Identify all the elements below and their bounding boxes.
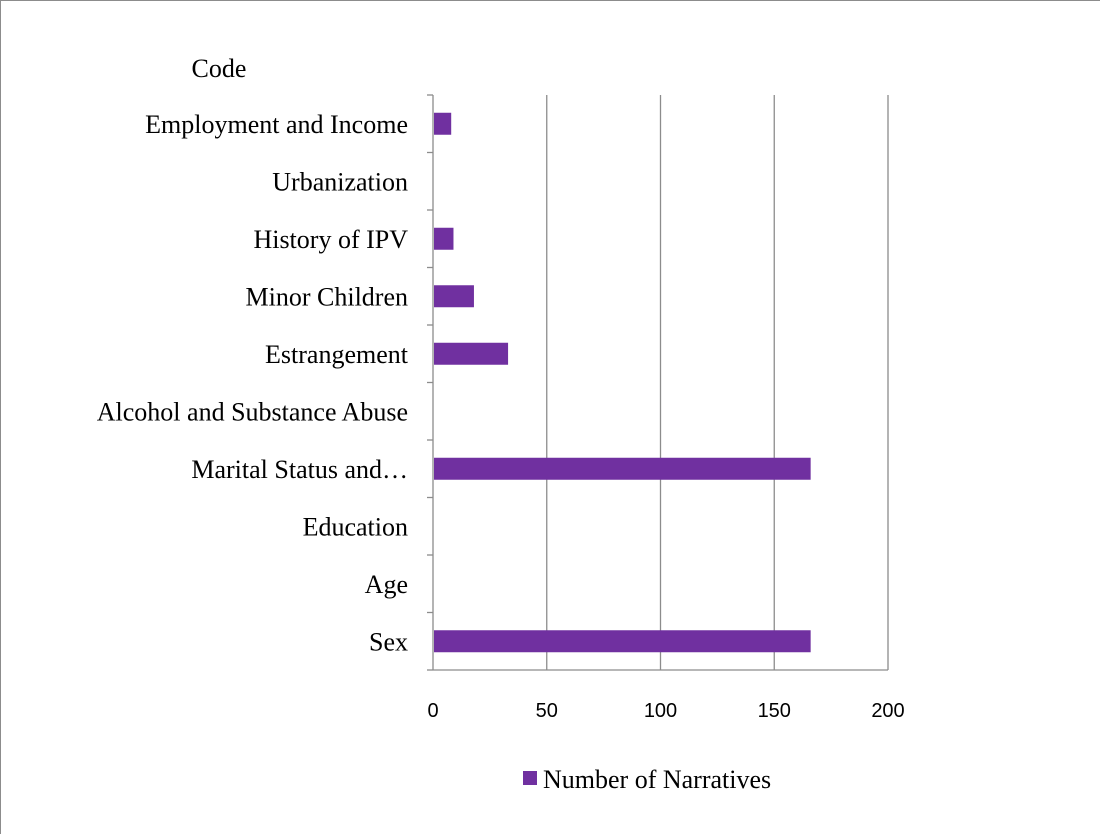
category-label-2: Age — [365, 570, 408, 599]
category-label-8: History of IPV — [253, 225, 408, 254]
legend-label: Number of Narratives — [543, 765, 771, 794]
bar-6 — [434, 342, 509, 365]
x-tick-label-50: 50 — [536, 700, 558, 722]
x-tick-labels: 0 50 100 150 200 — [427, 700, 904, 722]
category-labels: Sex Age Education Marital Status and… Alcoho… — [97, 110, 409, 657]
category-label-7: Minor Children — [246, 282, 409, 311]
gridlines — [546, 95, 889, 670]
category-label-9: Urbanization — [272, 167, 408, 196]
bar-1 — [434, 630, 811, 653]
category-label-5: Alcohol and Substance Abuse — [97, 397, 408, 426]
bar-8 — [434, 227, 454, 250]
category-label-10: Employment and Income — [145, 110, 408, 139]
bar-7 — [434, 285, 474, 308]
bar-10 — [434, 112, 452, 135]
bar-4 — [434, 457, 811, 480]
y-axis-title: Code — [192, 54, 247, 83]
x-tick-label-0: 0 — [427, 700, 438, 722]
category-label-1: Sex — [369, 627, 408, 656]
legend-swatch — [523, 771, 537, 785]
legend: Number of Narratives — [523, 765, 771, 794]
x-tick-label-200: 200 — [871, 700, 904, 722]
category-label-4: Marital Status and… — [191, 455, 408, 484]
axes — [427, 94, 888, 671]
category-label-3: Education — [303, 512, 408, 541]
bars — [434, 112, 811, 653]
category-label-6: Estrangement — [265, 340, 409, 369]
x-tick-label-100: 100 — [644, 700, 677, 722]
x-tick-label-150: 150 — [758, 700, 791, 722]
